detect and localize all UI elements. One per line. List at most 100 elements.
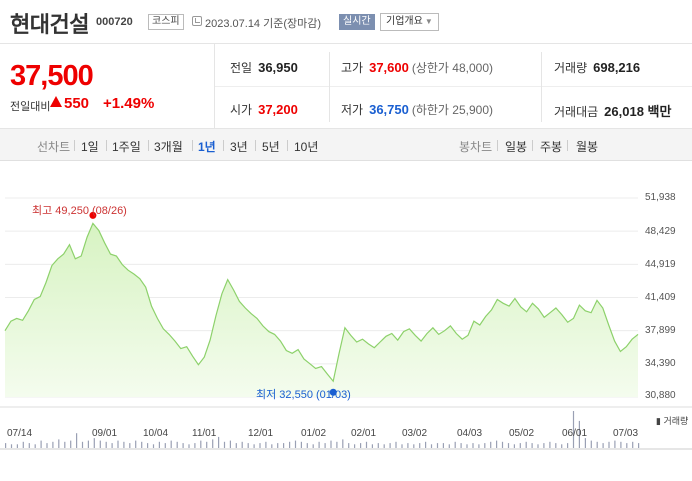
volume-bar xyxy=(395,441,397,448)
open: 시가 37,200 xyxy=(230,101,298,118)
tab-1w[interactable]: 1주일 xyxy=(112,140,141,154)
change-percent: +1.49% xyxy=(103,95,155,112)
volume-bar xyxy=(182,443,184,448)
tab-1d[interactable]: 1일 xyxy=(81,140,99,154)
volume-bar xyxy=(188,444,190,448)
candle-chart-label: 봉차트 xyxy=(459,140,493,154)
x-tick-label: 09/01 xyxy=(92,428,118,439)
volume-bar xyxy=(354,444,356,448)
volume-bar xyxy=(596,441,598,448)
volume-bar xyxy=(152,444,155,448)
x-tick-label: 06/01 xyxy=(562,428,588,439)
volume-bar xyxy=(525,441,527,448)
tab-daily-candle[interactable]: 일봉 xyxy=(505,140,528,154)
volume-bar xyxy=(34,444,36,448)
chart-period-tabs: 선차트 1일 1주일 3개월 1년 3년 5년 10년 봉차트 일봉 주봉 월봉 xyxy=(0,129,692,161)
volume-bar xyxy=(141,441,143,448)
high-point-marker xyxy=(89,211,97,219)
volume-bar xyxy=(40,440,42,448)
stock-header: 현대건설 000720 코스피 2023.07.14 기준(장마감) 실시간 기… xyxy=(0,0,692,44)
volume-bar xyxy=(117,440,119,448)
prev-close-label: 전일 xyxy=(230,61,253,75)
volume-bar xyxy=(76,433,78,448)
tab-3m[interactable]: 3개월 xyxy=(154,140,183,154)
tab-3y[interactable]: 3년 xyxy=(230,140,248,154)
volume-bar xyxy=(513,444,515,448)
volume-bar xyxy=(614,440,616,448)
tab-weekly-candle[interactable]: 주봉 xyxy=(540,140,563,154)
volume-bar xyxy=(16,444,18,448)
volume-bar xyxy=(407,443,409,448)
volume-legend-label: 거래량 xyxy=(663,416,689,426)
volume-bar xyxy=(365,441,368,448)
x-tick-label: 12/01 xyxy=(248,428,274,439)
high: 고가 37,600 (상한가 48,000) xyxy=(341,59,493,76)
volume-bar xyxy=(223,441,226,448)
volume-bar xyxy=(218,436,220,448)
y-tick-label: 30,880 xyxy=(645,390,676,401)
line-chart-label: 선차트 xyxy=(37,140,71,154)
quote-divider xyxy=(215,86,692,87)
trade-amount: 거래대금 26,018 백만 xyxy=(554,101,671,120)
tab-divider xyxy=(497,140,498,151)
volume-bar xyxy=(501,441,504,448)
volume-bar xyxy=(22,441,24,448)
price-chart[interactable]: 51,938 48,429 44,919 41,409 37,899 34,39… xyxy=(0,161,692,481)
volume-bar xyxy=(318,441,320,448)
volume-bar xyxy=(549,441,551,448)
realtime-button[interactable]: 실시간 xyxy=(339,14,375,30)
x-tick-label: 05/02 xyxy=(509,428,535,439)
low: 저가 36,750 (하한가 25,900) xyxy=(341,101,493,118)
volume-bar xyxy=(259,443,261,448)
tab-divider xyxy=(287,140,288,151)
volume-bar xyxy=(294,440,297,448)
volume-bar xyxy=(448,444,450,448)
x-tick-label: 01/02 xyxy=(301,428,327,439)
volume-bar xyxy=(389,443,391,448)
volume-bar xyxy=(561,444,563,448)
volume-bar xyxy=(58,439,60,448)
company-overview-button[interactable]: 기업개요 ▼ xyxy=(380,13,439,31)
volume-bar xyxy=(342,439,344,448)
tab-divider xyxy=(106,140,107,151)
tab-monthly-candle[interactable]: 월봉 xyxy=(576,140,599,154)
x-tick-label: 11/01 xyxy=(192,428,217,439)
x-tick-label: 07/03 xyxy=(613,428,639,439)
volume-bar xyxy=(253,444,255,448)
volume-bar xyxy=(620,441,622,448)
volume-bar xyxy=(608,441,610,448)
volume-bar xyxy=(442,443,444,448)
volume-bar xyxy=(170,440,172,448)
volume-bar xyxy=(277,443,279,448)
tab-divider xyxy=(255,140,256,151)
price-line xyxy=(4,222,639,383)
volume-bar xyxy=(454,441,456,448)
tab-divider xyxy=(192,140,193,151)
volume-bar xyxy=(638,443,640,448)
volume-bar xyxy=(401,444,403,448)
x-tick-label: 10/04 xyxy=(143,428,169,439)
tab-5y[interactable]: 5년 xyxy=(262,140,280,154)
volume-bar xyxy=(531,443,533,448)
volume-bar xyxy=(206,441,208,448)
volume-bar xyxy=(602,443,604,448)
high-label: 고가 xyxy=(341,61,364,75)
volume-bar xyxy=(466,444,468,448)
low-point-marker xyxy=(329,388,337,396)
y-tick-label: 51,938 xyxy=(645,192,676,203)
prev-close-value: 36,950 xyxy=(258,60,298,75)
volume-bar xyxy=(371,444,373,448)
stock-name: 현대건설 xyxy=(10,12,89,37)
volume-bar xyxy=(123,441,125,448)
triangle-up-icon xyxy=(50,96,62,107)
tab-10y[interactable]: 10년 xyxy=(294,140,319,154)
volume-bar xyxy=(419,443,421,448)
clock-icon xyxy=(192,16,202,26)
x-tick-label: 02/01 xyxy=(351,428,377,439)
volume-bar xyxy=(496,440,498,448)
volume-bar xyxy=(129,443,131,448)
volume-bar xyxy=(460,443,462,448)
x-tick-label: 07/14 xyxy=(7,428,33,439)
volume-bar xyxy=(241,441,243,448)
tab-1y[interactable]: 1년 xyxy=(198,140,216,154)
